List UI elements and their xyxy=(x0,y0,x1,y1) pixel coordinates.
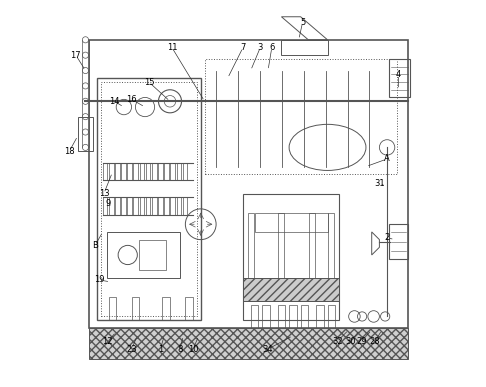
Bar xyxy=(205,59,397,174)
Bar xyxy=(132,297,139,320)
Text: 19: 19 xyxy=(94,276,104,284)
Text: 29: 29 xyxy=(356,337,366,346)
Bar xyxy=(281,40,328,55)
Text: 28: 28 xyxy=(369,337,380,346)
Bar xyxy=(89,328,408,359)
Text: A: A xyxy=(384,154,390,163)
Bar xyxy=(243,194,339,320)
Bar xyxy=(89,40,408,328)
Text: 14: 14 xyxy=(109,97,120,106)
Text: 23: 23 xyxy=(126,344,137,354)
Bar xyxy=(289,305,297,328)
Text: B: B xyxy=(92,241,98,250)
Bar xyxy=(183,163,187,180)
Text: 15: 15 xyxy=(144,77,154,87)
Bar xyxy=(158,197,163,215)
Text: 18: 18 xyxy=(64,147,75,156)
Bar xyxy=(329,213,334,278)
Text: 1: 1 xyxy=(158,344,163,354)
Bar xyxy=(115,197,120,215)
Bar xyxy=(171,197,175,215)
Bar xyxy=(243,278,339,301)
Bar xyxy=(101,82,197,317)
Text: 32: 32 xyxy=(332,337,343,346)
Text: 31: 31 xyxy=(374,180,385,188)
Bar xyxy=(389,59,410,98)
Text: 6: 6 xyxy=(269,43,275,52)
Bar xyxy=(97,78,201,320)
Bar xyxy=(171,163,175,180)
Bar xyxy=(139,197,144,215)
Bar xyxy=(127,197,132,215)
Bar xyxy=(152,163,156,180)
Bar xyxy=(262,305,270,328)
Bar xyxy=(109,197,114,215)
Text: 12: 12 xyxy=(103,337,113,346)
Bar xyxy=(121,197,126,215)
Bar xyxy=(164,197,169,215)
Bar xyxy=(389,224,408,259)
Bar xyxy=(103,163,107,180)
Bar xyxy=(146,197,150,215)
Text: 2: 2 xyxy=(384,233,390,242)
Text: 34: 34 xyxy=(262,344,273,354)
Bar xyxy=(139,240,166,271)
Text: 3: 3 xyxy=(258,43,263,52)
Bar xyxy=(103,197,107,215)
Bar xyxy=(247,213,254,278)
Bar xyxy=(316,305,324,328)
Bar xyxy=(176,197,181,215)
Text: 4: 4 xyxy=(396,70,401,79)
Bar xyxy=(328,305,335,328)
Bar xyxy=(251,305,259,328)
Bar xyxy=(243,278,339,301)
Bar xyxy=(78,116,93,151)
Bar xyxy=(278,213,284,278)
Text: 17: 17 xyxy=(70,51,81,60)
Bar xyxy=(152,197,156,215)
Text: 5: 5 xyxy=(300,18,305,27)
Bar xyxy=(121,163,126,180)
Bar xyxy=(185,297,193,320)
Text: 16: 16 xyxy=(126,95,137,104)
Text: 8: 8 xyxy=(177,344,182,354)
Bar xyxy=(106,232,180,278)
Bar xyxy=(146,163,150,180)
Text: 7: 7 xyxy=(240,43,246,52)
Bar xyxy=(139,163,144,180)
Bar xyxy=(109,163,114,180)
Bar xyxy=(183,197,187,215)
Bar xyxy=(108,297,116,320)
Text: 10: 10 xyxy=(188,344,198,354)
Text: 13: 13 xyxy=(99,189,109,198)
Bar xyxy=(164,163,169,180)
Bar xyxy=(309,213,315,278)
Bar xyxy=(301,305,308,328)
Bar xyxy=(127,163,132,180)
Bar xyxy=(162,297,170,320)
Text: 9: 9 xyxy=(105,199,110,207)
Text: 11: 11 xyxy=(167,43,177,52)
Bar xyxy=(115,163,120,180)
Bar xyxy=(134,197,138,215)
Bar xyxy=(278,305,285,328)
Bar xyxy=(134,163,138,180)
Bar xyxy=(158,163,163,180)
Bar xyxy=(176,163,181,180)
Bar xyxy=(255,213,328,232)
Text: 30: 30 xyxy=(345,337,356,346)
